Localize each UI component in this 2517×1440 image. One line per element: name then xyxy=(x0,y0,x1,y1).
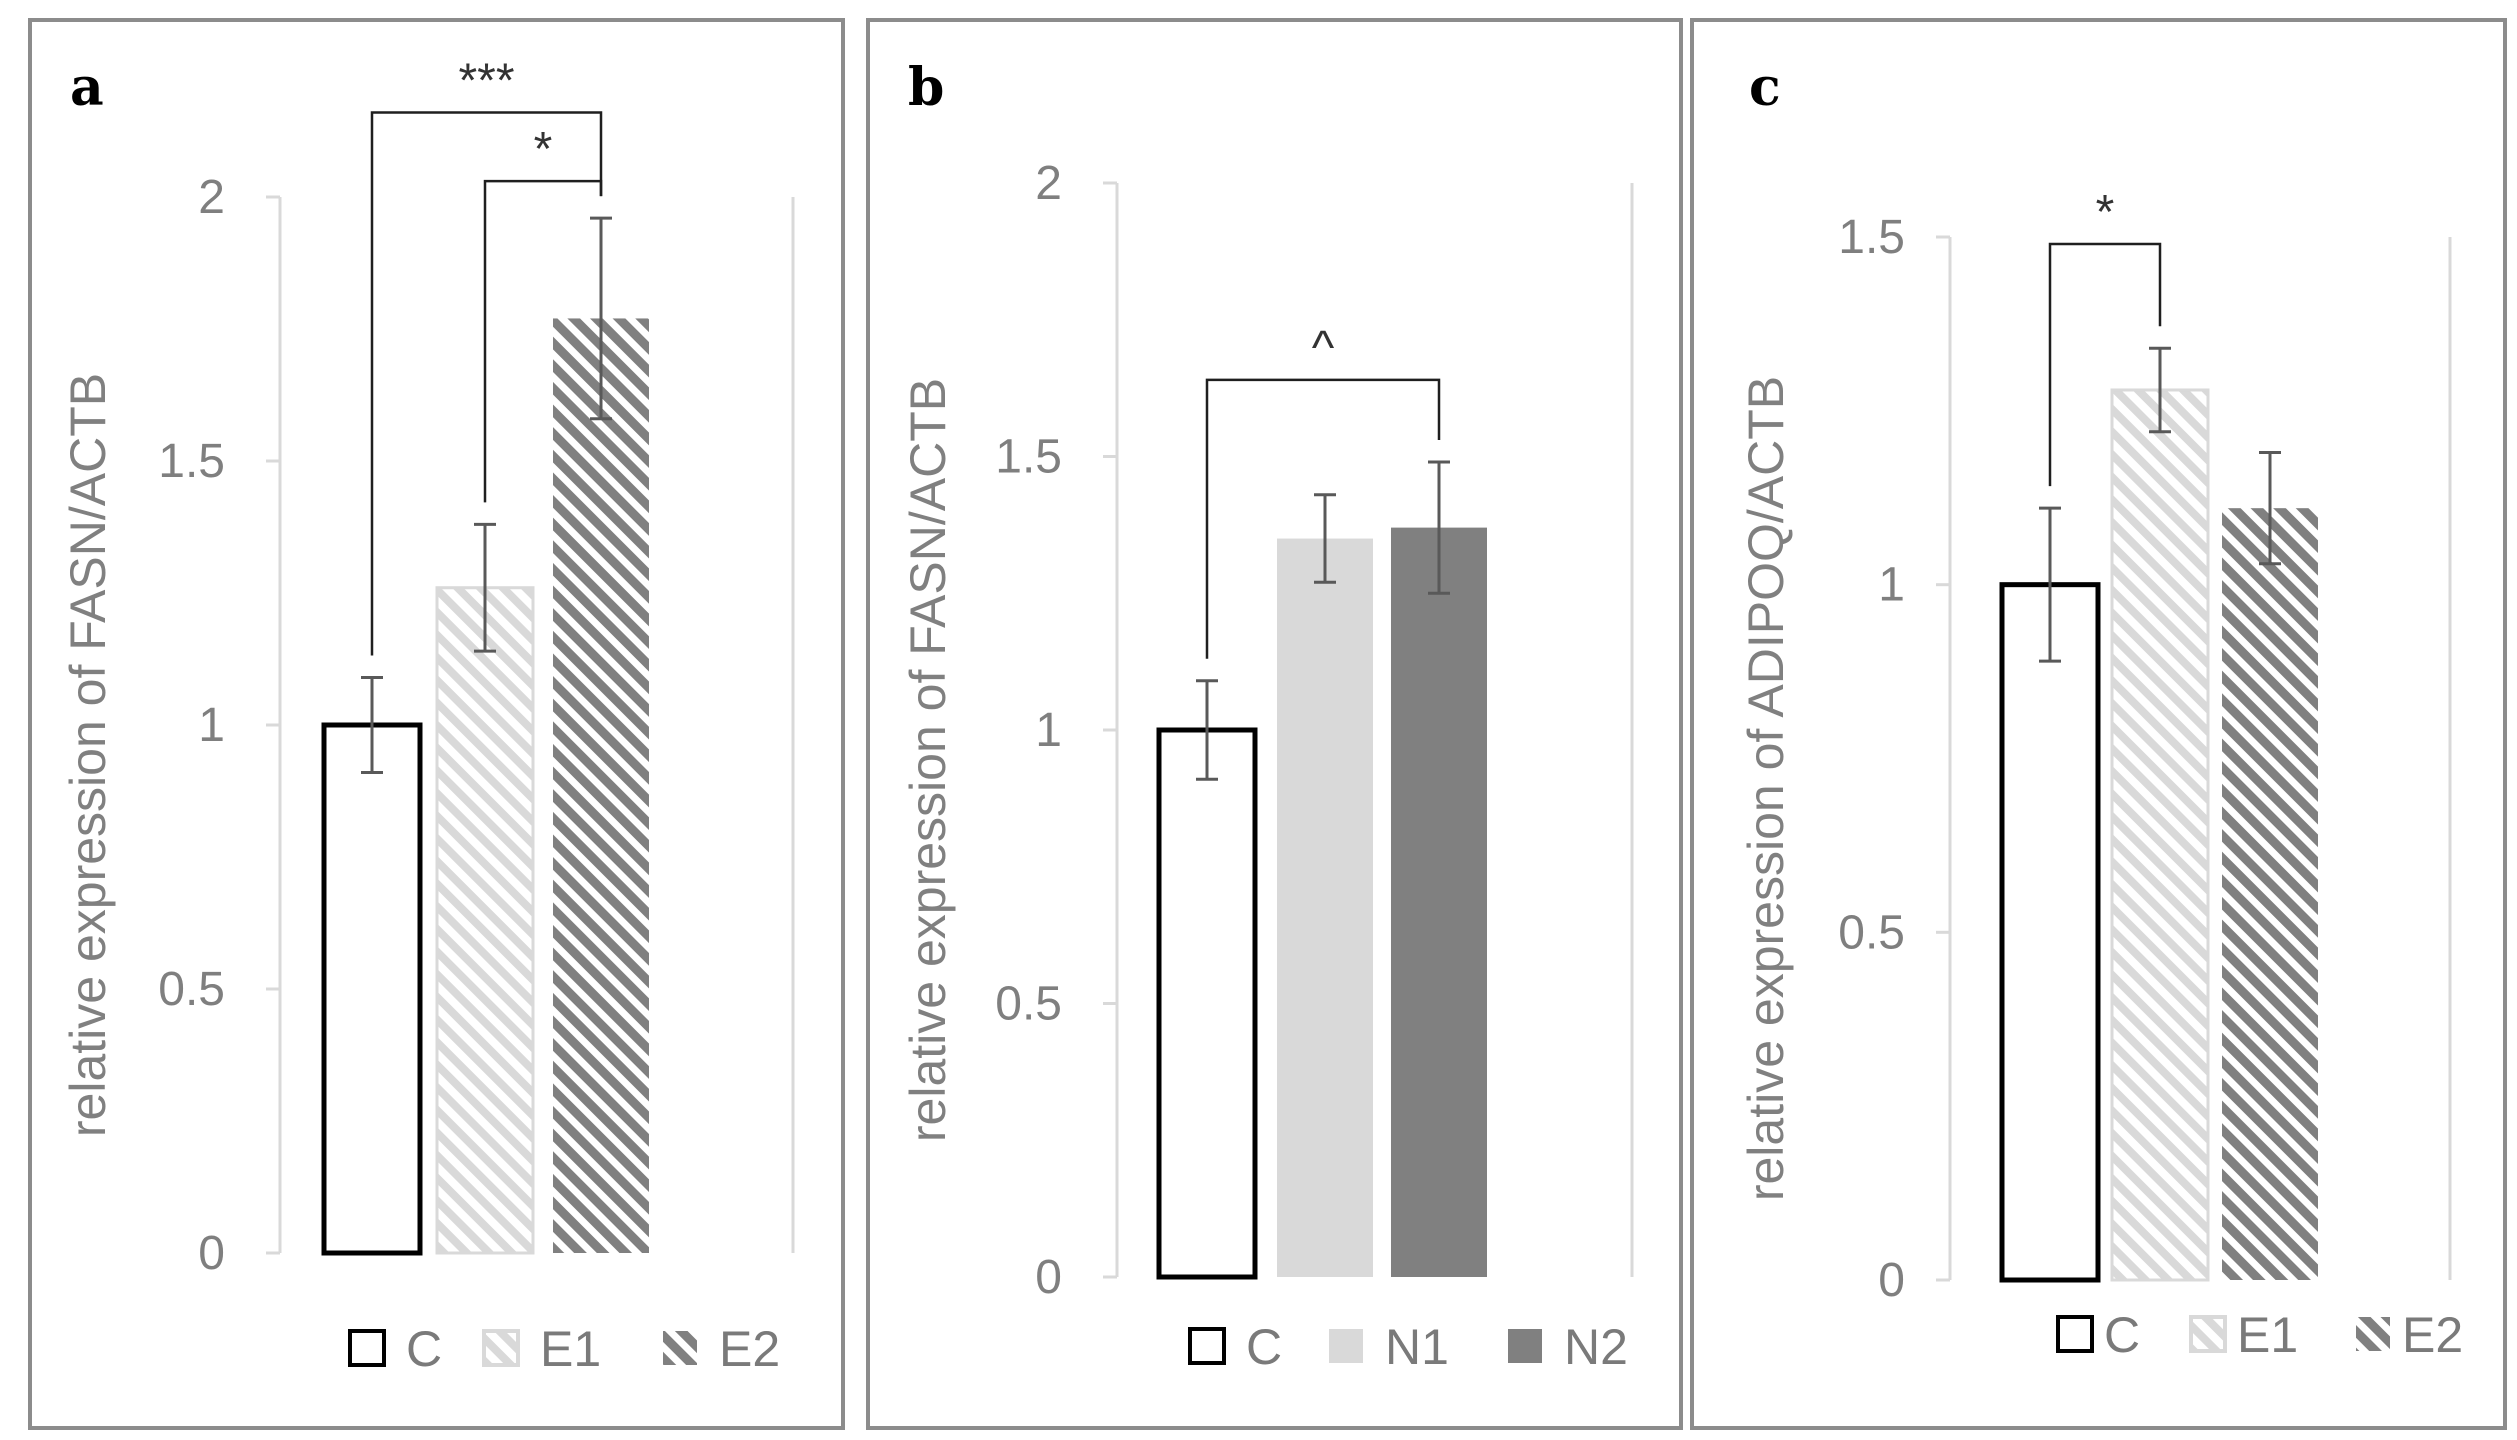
panel-c-legend-label-E1: E1 xyxy=(2237,1307,2298,1363)
panel-a-bar-E1 xyxy=(435,586,535,1255)
panel-a-y-tick-label: 1 xyxy=(198,699,225,752)
panel-c-legend-swatch-C xyxy=(2056,1315,2094,1353)
panel-b-y-tick-label: 1 xyxy=(1035,704,1062,757)
panel-a-significance-label-0: *** xyxy=(458,55,514,108)
panel-a-y-tick-label: 1.5 xyxy=(158,435,225,488)
panel-letter-a: a xyxy=(70,57,104,118)
panel-c-bar-C xyxy=(1999,582,2101,1283)
panel-b-y-tick-label: 0 xyxy=(1035,1251,1062,1304)
panel-c-legend-swatch-E1 xyxy=(2189,1315,2227,1353)
panel-c-y-tick-label: 1.5 xyxy=(1838,211,1905,264)
panel-a-legend-label-E1: E1 xyxy=(540,1321,601,1377)
panel-b-y-axis-label: relative expression of FASN/ACTB xyxy=(900,378,956,1142)
panel-c-y-tick-label: 0 xyxy=(1878,1254,1905,1307)
panel-b-bar-N2 xyxy=(1391,527,1487,1277)
panel-c-legend-label-E2: E2 xyxy=(2402,1307,2463,1363)
panel-b-legend-swatch-N1 xyxy=(1329,1329,1363,1363)
panel-c-significance-bracket-0 xyxy=(2048,242,2162,487)
panel-b-significance-bracket-0 xyxy=(1205,378,1441,659)
panel-b-bar-C xyxy=(1156,727,1258,1280)
panel-c-significance-label-0: * xyxy=(2096,186,2115,239)
panel-a-legend-label-C: C xyxy=(406,1321,442,1377)
panel-b-y-tick-label: 0.5 xyxy=(995,978,1062,1031)
panel-a-y-axis-label: relative expression of FASN/ACTB xyxy=(60,373,116,1137)
panel-a-y-tick-label: 0 xyxy=(198,1227,225,1280)
panel-a-significance-label-1: * xyxy=(534,123,553,176)
panel-c-y-tick-label: 0.5 xyxy=(1838,906,1905,959)
panel-b-y-tick-label: 2 xyxy=(1035,157,1062,210)
panel-a-bar-C xyxy=(321,722,423,1256)
panel-a-legend-swatch-E2 xyxy=(663,1331,697,1365)
panel-b-legend-swatch-C xyxy=(1188,1327,1226,1365)
panel-a-legend-swatch-E1 xyxy=(482,1329,520,1367)
panel-letter-b: b xyxy=(908,57,945,118)
panel-b-legend-swatch-N2 xyxy=(1508,1329,1542,1363)
panel-b: b xyxy=(866,18,1683,1430)
panel-c-legend-swatch-E2 xyxy=(2356,1317,2390,1351)
panel-b-legend-label-N1: N1 xyxy=(1385,1319,1449,1375)
panel-a-y-tick-label: 0.5 xyxy=(158,963,225,1016)
panel-c-legend-label-C: C xyxy=(2104,1307,2140,1363)
panel-c-bar-E2 xyxy=(2222,508,2318,1280)
panel-a-legend-label-E2: E2 xyxy=(719,1321,780,1377)
panel-b-y-tick-label: 1.5 xyxy=(995,431,1062,484)
panel-a-significance-bracket-1 xyxy=(483,179,603,503)
panel-b-legend-label-C: C xyxy=(1246,1319,1282,1375)
panel-b-legend-label-N2: N2 xyxy=(1564,1319,1628,1375)
panel-a-legend-swatch-C xyxy=(348,1329,386,1367)
panel-a-y-tick-label: 2 xyxy=(198,171,225,224)
panel-c-y-axis-label: relative expression of ADIPOQ/ACTB xyxy=(1738,376,1794,1201)
panel-a-significance-bracket-0 xyxy=(370,111,603,656)
panel-c-y-tick-label: 1 xyxy=(1878,559,1905,612)
panel-c-bar-E1 xyxy=(2110,388,2210,1282)
panel-b-significance-label-0: ^ xyxy=(1312,322,1335,375)
panel-letter-c: c xyxy=(1749,57,1781,118)
panel-b-bar-N1 xyxy=(1277,538,1373,1277)
panel-a-bar-E2 xyxy=(553,318,649,1253)
